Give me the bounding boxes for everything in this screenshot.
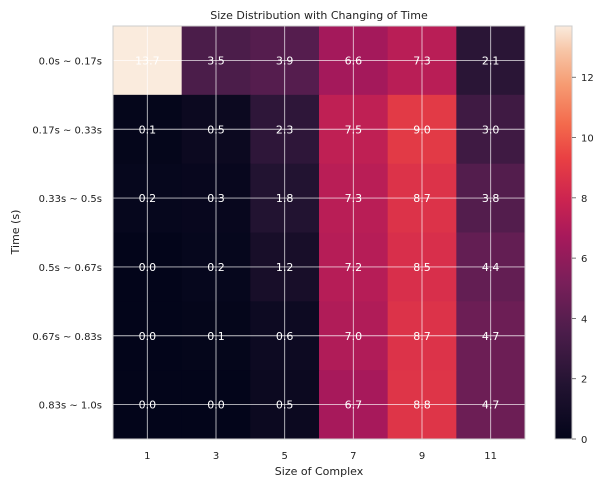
cell-value-label: 3.5: [207, 54, 225, 67]
cell-value-label: 2.3: [276, 123, 294, 136]
cell-value-label: 0.2: [139, 192, 157, 205]
cell-value-label: 7.2: [345, 261, 363, 274]
colorbar-tick-label: 4: [581, 314, 587, 325]
cell-value-label: 0.3: [207, 192, 225, 205]
cell-value-label: 0.5: [276, 399, 294, 412]
y-tick-label: 0.5s ~ 0.67s: [39, 263, 102, 274]
colorbar-tick-label: 2: [581, 375, 587, 386]
cell-value-label: 7.5: [345, 123, 363, 136]
plot-frame: [112, 25, 526, 440]
cell-value-label: 9.0: [413, 123, 431, 136]
x-tick-labels: 1 3 5 7 9 11: [144, 451, 497, 462]
gridlines: [113, 26, 525, 439]
cell-value-label: 3.8: [482, 192, 500, 205]
y-tick-label: 0.17s ~ 0.33s: [32, 125, 102, 136]
colorbar-ticks: 0 2 4 6 8 10 12: [572, 73, 594, 446]
x-tick-label: 9: [419, 451, 425, 462]
cell-value-label: 2.1: [482, 54, 500, 67]
colorbar-tick-label: 6: [581, 254, 587, 265]
chart-title: Size Distribution with Changing of Time: [210, 9, 428, 22]
cell-value-label: 0.5: [207, 123, 225, 136]
x-tick-label: 3: [213, 451, 219, 462]
cell-value-label: 0.0: [139, 330, 157, 343]
colorbar: 0 2 4 6 8 10 12: [554, 25, 594, 446]
colorbar-tick-label: 8: [581, 194, 587, 205]
y-tick-label: 0.0s ~ 0.17s: [39, 56, 102, 67]
cell-value-label: 3.9: [276, 54, 294, 67]
colorbar-tick-label: 10: [581, 134, 594, 145]
cell-value-label: 6.6: [345, 54, 363, 67]
x-tick-label: 7: [350, 451, 356, 462]
heatmap-cells: [113, 26, 526, 440]
cell-value-label: 0.1: [207, 330, 225, 343]
cell-value-label: 8.7: [413, 192, 431, 205]
x-tick-label: 1: [144, 451, 150, 462]
x-tick-label: 11: [484, 451, 497, 462]
cell-value-label: 0.6: [276, 330, 294, 343]
cell-labels: 13.7 3.5 3.9 6.6 7.3 2.1 0.1 0.5 2.3 7.5 9.0 3.0 0.2…: [135, 54, 499, 411]
cell-value-label: 1.8: [276, 192, 294, 205]
cell-value-label: 0.2: [207, 261, 225, 274]
x-tick-label: 5: [281, 451, 287, 462]
cell-value-label: 7.0: [345, 330, 363, 343]
cell-value-label: 3.0: [482, 123, 500, 136]
cell-value-label: 8.5: [413, 261, 431, 274]
cell-value-label: 4.7: [482, 399, 500, 412]
y-tick-label: 0.83s ~ 1.0s: [39, 401, 102, 412]
cell-value-label: 0.0: [207, 399, 225, 412]
cell-value-label: 0.0: [139, 399, 157, 412]
y-tick-labels: 0.0s ~ 0.17s 0.17s ~ 0.33s 0.33s ~ 0.5s 0.5…: [32, 56, 102, 411]
colorbar-tick-label: 12: [581, 73, 594, 84]
y-axis-label: Time (s): [9, 210, 22, 256]
cell-value-label: 1.2: [276, 261, 294, 274]
cell-value-label: 13.7: [135, 54, 160, 67]
cell-value-label: 0.1: [139, 123, 157, 136]
cell-value-label: 7.3: [413, 54, 431, 67]
cell-value-label: 8.7: [413, 330, 431, 343]
cell-value-label: 0.0: [139, 261, 157, 274]
y-tick-label: 0.67s ~ 0.83s: [32, 332, 102, 343]
y-tick-label: 0.33s ~ 0.5s: [39, 194, 102, 205]
cell-value-label: 7.3: [345, 192, 363, 205]
colorbar-gradient: [554, 25, 573, 440]
cell-value-label: 8.8: [413, 399, 431, 412]
x-axis-label: Size of Complex: [275, 465, 364, 478]
cell-value-label: 4.4: [482, 261, 500, 274]
cell-value-label: 6.7: [345, 399, 363, 412]
colorbar-tick-label: 0: [581, 435, 587, 446]
cell-value-label: 4.7: [482, 330, 500, 343]
